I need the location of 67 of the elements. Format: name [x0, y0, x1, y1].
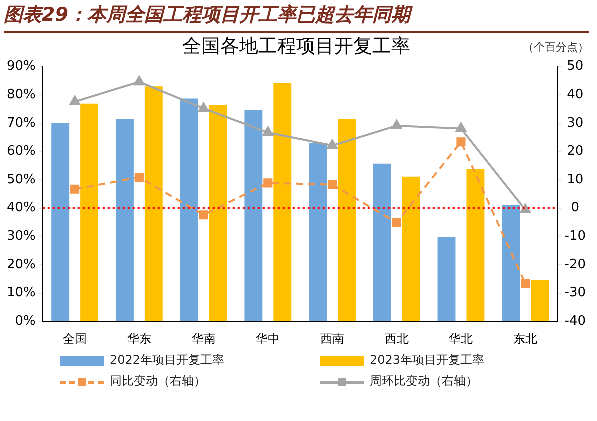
y2-tick-label: 30	[567, 116, 584, 131]
y-tick-label: 30%	[6, 229, 36, 244]
bar	[144, 86, 163, 322]
y2-tick-label: 20	[567, 144, 584, 160]
point	[134, 172, 144, 182]
bar	[309, 144, 328, 322]
y-tick-label: 90%	[6, 59, 36, 74]
y2-tick-label: 10	[567, 172, 584, 188]
x-tick-label: 东北	[514, 332, 538, 346]
point	[199, 210, 208, 220]
point	[70, 184, 80, 194]
y-tick-label: 40%	[6, 200, 36, 216]
bar	[244, 110, 263, 322]
legend-label: 同比变动（右轴）	[110, 373, 206, 390]
bar	[209, 105, 228, 322]
point	[262, 126, 274, 136]
x-tick-label: 西北	[384, 332, 409, 346]
y-tick-label: 80%	[6, 87, 36, 102]
x-tick-label: 西南	[320, 332, 345, 346]
x-tick-label: 华北	[449, 332, 474, 346]
point	[134, 76, 145, 86]
legend-label: 2022年项目开复工率	[110, 352, 225, 369]
y2-tick-label: -10	[564, 229, 586, 244]
point	[70, 96, 80, 106]
bar	[402, 176, 420, 322]
bar	[180, 98, 198, 322]
x-tick-label: 华东	[127, 332, 152, 346]
y2-axis-title: （个百分点）	[523, 40, 589, 55]
y2-tick-label: 50	[567, 59, 584, 74]
point	[456, 122, 467, 132]
y-tick-label: 60%	[6, 144, 36, 160]
y2-tick-label: -20	[564, 257, 586, 272]
point	[198, 102, 210, 112]
point	[392, 218, 402, 228]
y-tick-label: 50%	[6, 172, 36, 188]
legend-label: 周环比变动（右轴）	[370, 373, 478, 390]
legend-label: 2023年项目开复工率	[370, 352, 485, 369]
bar	[502, 204, 520, 322]
chart-title: 图表29：本周全国工程项目开工率已超去年同期	[4, 2, 589, 33]
y2-tick-label: 0	[571, 200, 580, 216]
x-tick-label: 华南	[192, 332, 216, 346]
y-tick-label: 70%	[6, 116, 36, 131]
bar	[52, 123, 70, 322]
bar	[466, 169, 485, 322]
y2-tick-label: -40	[564, 314, 586, 329]
bar	[116, 119, 134, 322]
y-tick-label: 0%	[15, 314, 36, 329]
point	[520, 204, 531, 214]
point	[327, 140, 338, 150]
bar	[338, 119, 356, 322]
bar	[373, 164, 392, 322]
point	[392, 120, 402, 130]
y2-tick-label: 40	[567, 87, 584, 102]
point	[521, 279, 530, 288]
point	[264, 178, 273, 188]
point	[456, 138, 466, 147]
y-tick-label: 10%	[6, 286, 36, 301]
chart-subtitle: 全国各地工程项目开复工率	[182, 35, 410, 58]
point	[328, 180, 338, 190]
bar	[274, 83, 292, 322]
y2-tick-label: -30	[564, 286, 586, 301]
bar	[80, 104, 99, 322]
x-tick-label: 全国	[63, 332, 88, 346]
bar	[531, 280, 550, 322]
y-tick-label: 20%	[6, 257, 36, 272]
bar	[438, 237, 456, 322]
x-tick-label: 华中	[256, 332, 280, 346]
